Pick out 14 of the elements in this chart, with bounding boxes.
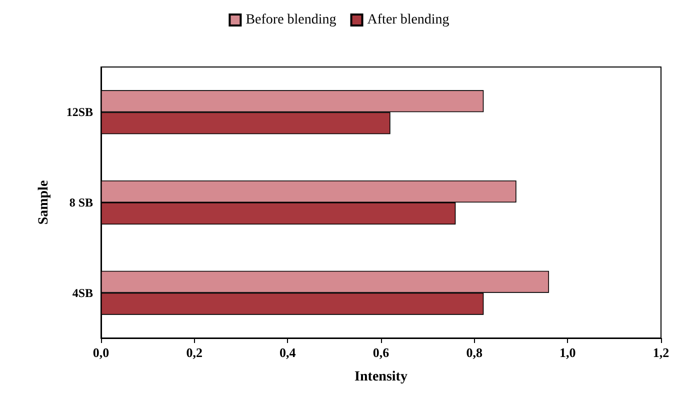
x-tick-label: 1,2 [652,345,670,360]
legend-label: After blending [367,12,450,28]
x-tick-label: 0,2 [186,345,202,360]
x-axis-title: Intensity [354,370,408,384]
x-tick-label: 0,4 [280,345,296,360]
y-tick-label: 4SB [72,286,93,300]
x-tick-label: 0,8 [466,345,483,360]
y-tick-label: 8 SB [69,196,93,210]
legend-label: Before blending [246,12,336,28]
x-tick-label: 1,0 [560,345,576,360]
y-tick-label: 12SB [66,105,93,120]
x-tick-label: 0,6 [372,345,390,360]
x-tick-label: 0,0 [92,345,110,360]
y-axis-title: Sample [36,180,52,225]
